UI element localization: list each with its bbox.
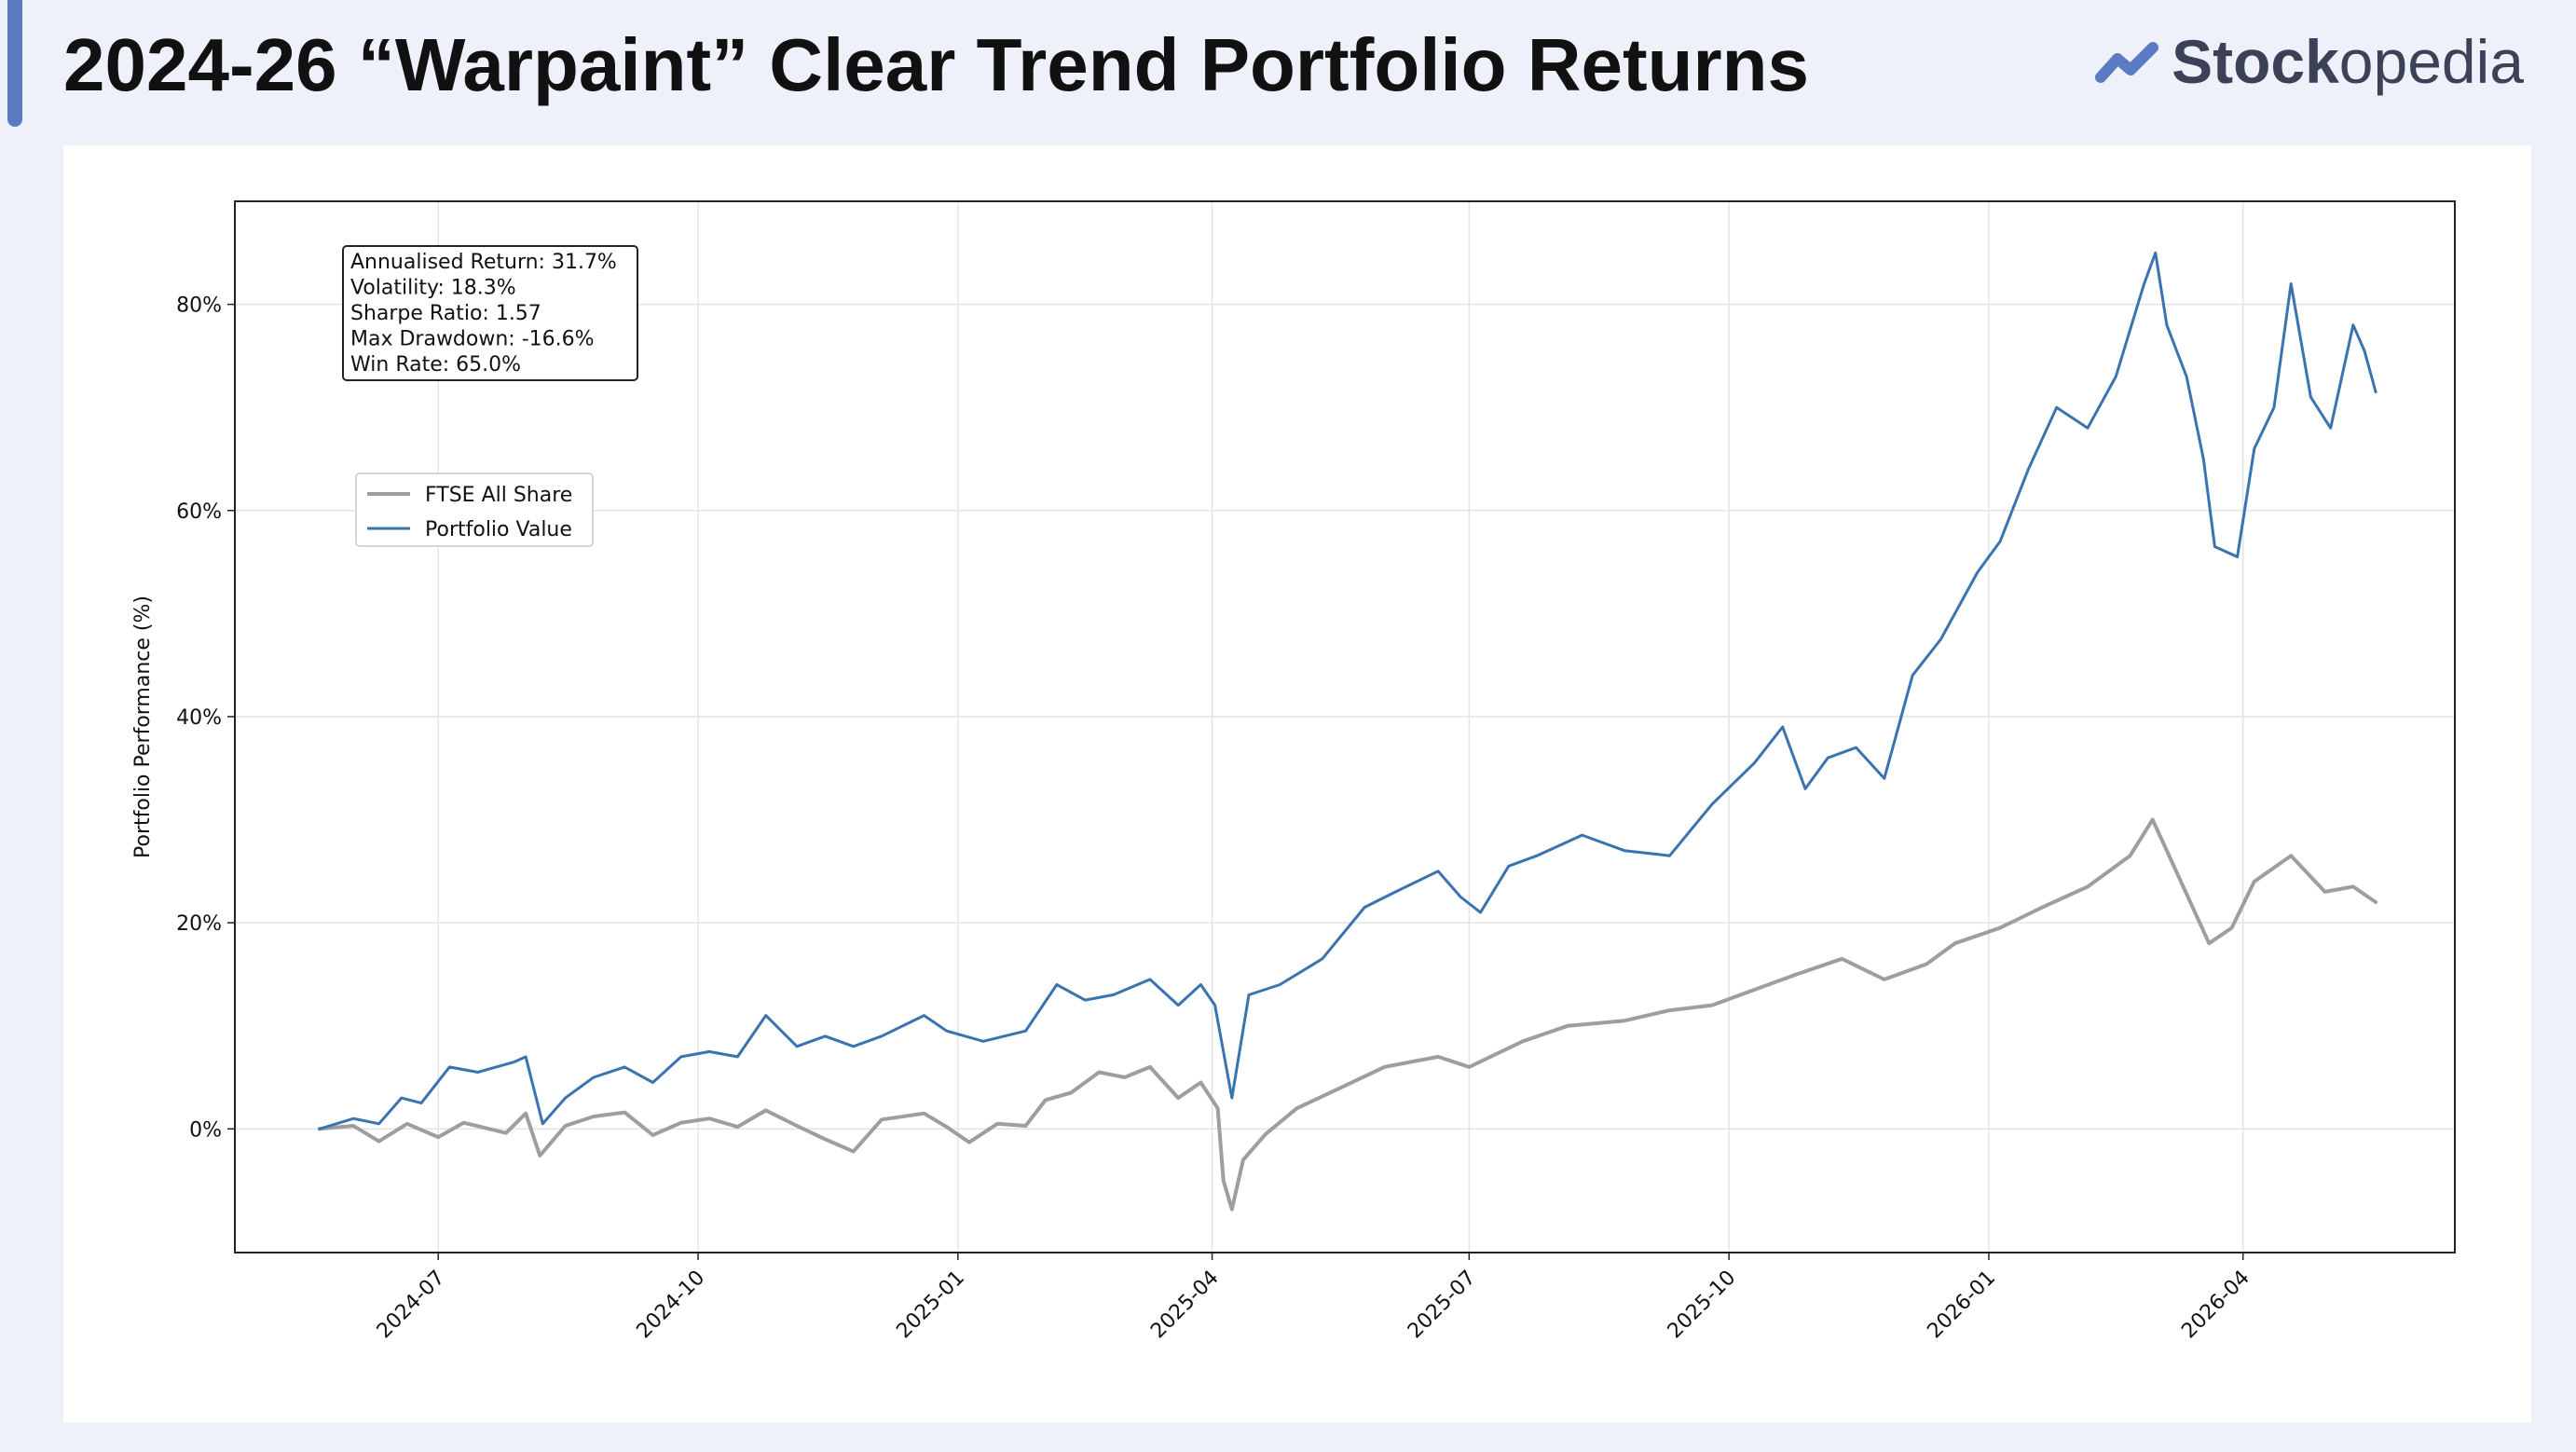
- series-line-ftse: [317, 817, 2378, 1212]
- legend-frame: [355, 473, 594, 547]
- stats-line: Win Rate: 65.0%: [350, 353, 521, 377]
- chart-svg: 0% 20% 40% 60% 80% 2024-07 2024-10 2025-01 2025…: [131, 200, 2456, 1343]
- legend-label: FTSE All Share: [425, 484, 572, 507]
- plot-frame: [234, 200, 2456, 1253]
- legend-label: Portfolio Value: [425, 518, 572, 541]
- x-tick-label: 2024-10: [633, 1267, 710, 1344]
- brand-name: Stockopedia: [2172, 26, 2524, 97]
- page-title: 2024-26 “Warpaint” Clear Trend Portfolio…: [63, 23, 1810, 106]
- title-accent-bar: [7, 0, 22, 127]
- stockopedia-logo-icon: [2095, 42, 2159, 83]
- y-axis-label: Portfolio Performance (%): [131, 596, 155, 858]
- y-axis: 0% 20% 40% 60% 80%: [176, 295, 235, 1142]
- chart-panel: 0% 20% 40% 60% 80% 2024-07 2024-10 2025-01 2025…: [63, 145, 2531, 1422]
- y-tick-label: 60%: [176, 500, 222, 524]
- series-line-portfolio: [318, 251, 2377, 1130]
- x-tick-label: 2025-01: [892, 1267, 969, 1344]
- y-tick-label: 0%: [189, 1118, 222, 1142]
- stats-line: Volatility: 18.3%: [350, 277, 516, 300]
- x-tick-label: 2026-04: [2177, 1267, 2254, 1344]
- brand-name-bold: Stock: [2172, 27, 2339, 96]
- brand-name-light: opedia: [2338, 27, 2524, 96]
- stats-line: Annualised Return: 31.7%: [350, 251, 617, 274]
- stats-line: Sharpe Ratio: 1.57: [350, 302, 541, 325]
- stats-box: Annualised Return: 31.7% Volatility: 18.3…: [342, 245, 638, 381]
- x-tick-label: 2026-01: [1924, 1267, 2001, 1344]
- y-tick-label: 80%: [176, 295, 222, 318]
- y-tick-label: 40%: [176, 706, 222, 730]
- x-tick-label: 2024-07: [373, 1267, 450, 1344]
- x-axis: 2024-07 2024-10 2025-01 2025-04 2025-07 2025-…: [373, 1253, 2254, 1343]
- series-layer: [317, 251, 2378, 1212]
- legend-item-portfolio[interactable]: Portfolio Value: [367, 518, 572, 541]
- x-tick-label: 2025-07: [1404, 1267, 1481, 1344]
- brand-logo[interactable]: Stockopedia: [2095, 22, 2524, 101]
- legend[interactable]: FTSE All Share Portfolio Value: [355, 473, 594, 547]
- stats-box-frame: [342, 245, 638, 381]
- x-tick-label: 2025-04: [1146, 1267, 1224, 1344]
- legend-item-ftse[interactable]: FTSE All Share: [367, 484, 572, 507]
- stats-line: Max Drawdown: -16.6%: [350, 328, 595, 351]
- x-tick-label: 2025-10: [1664, 1267, 1741, 1344]
- y-tick-label: 20%: [176, 912, 222, 936]
